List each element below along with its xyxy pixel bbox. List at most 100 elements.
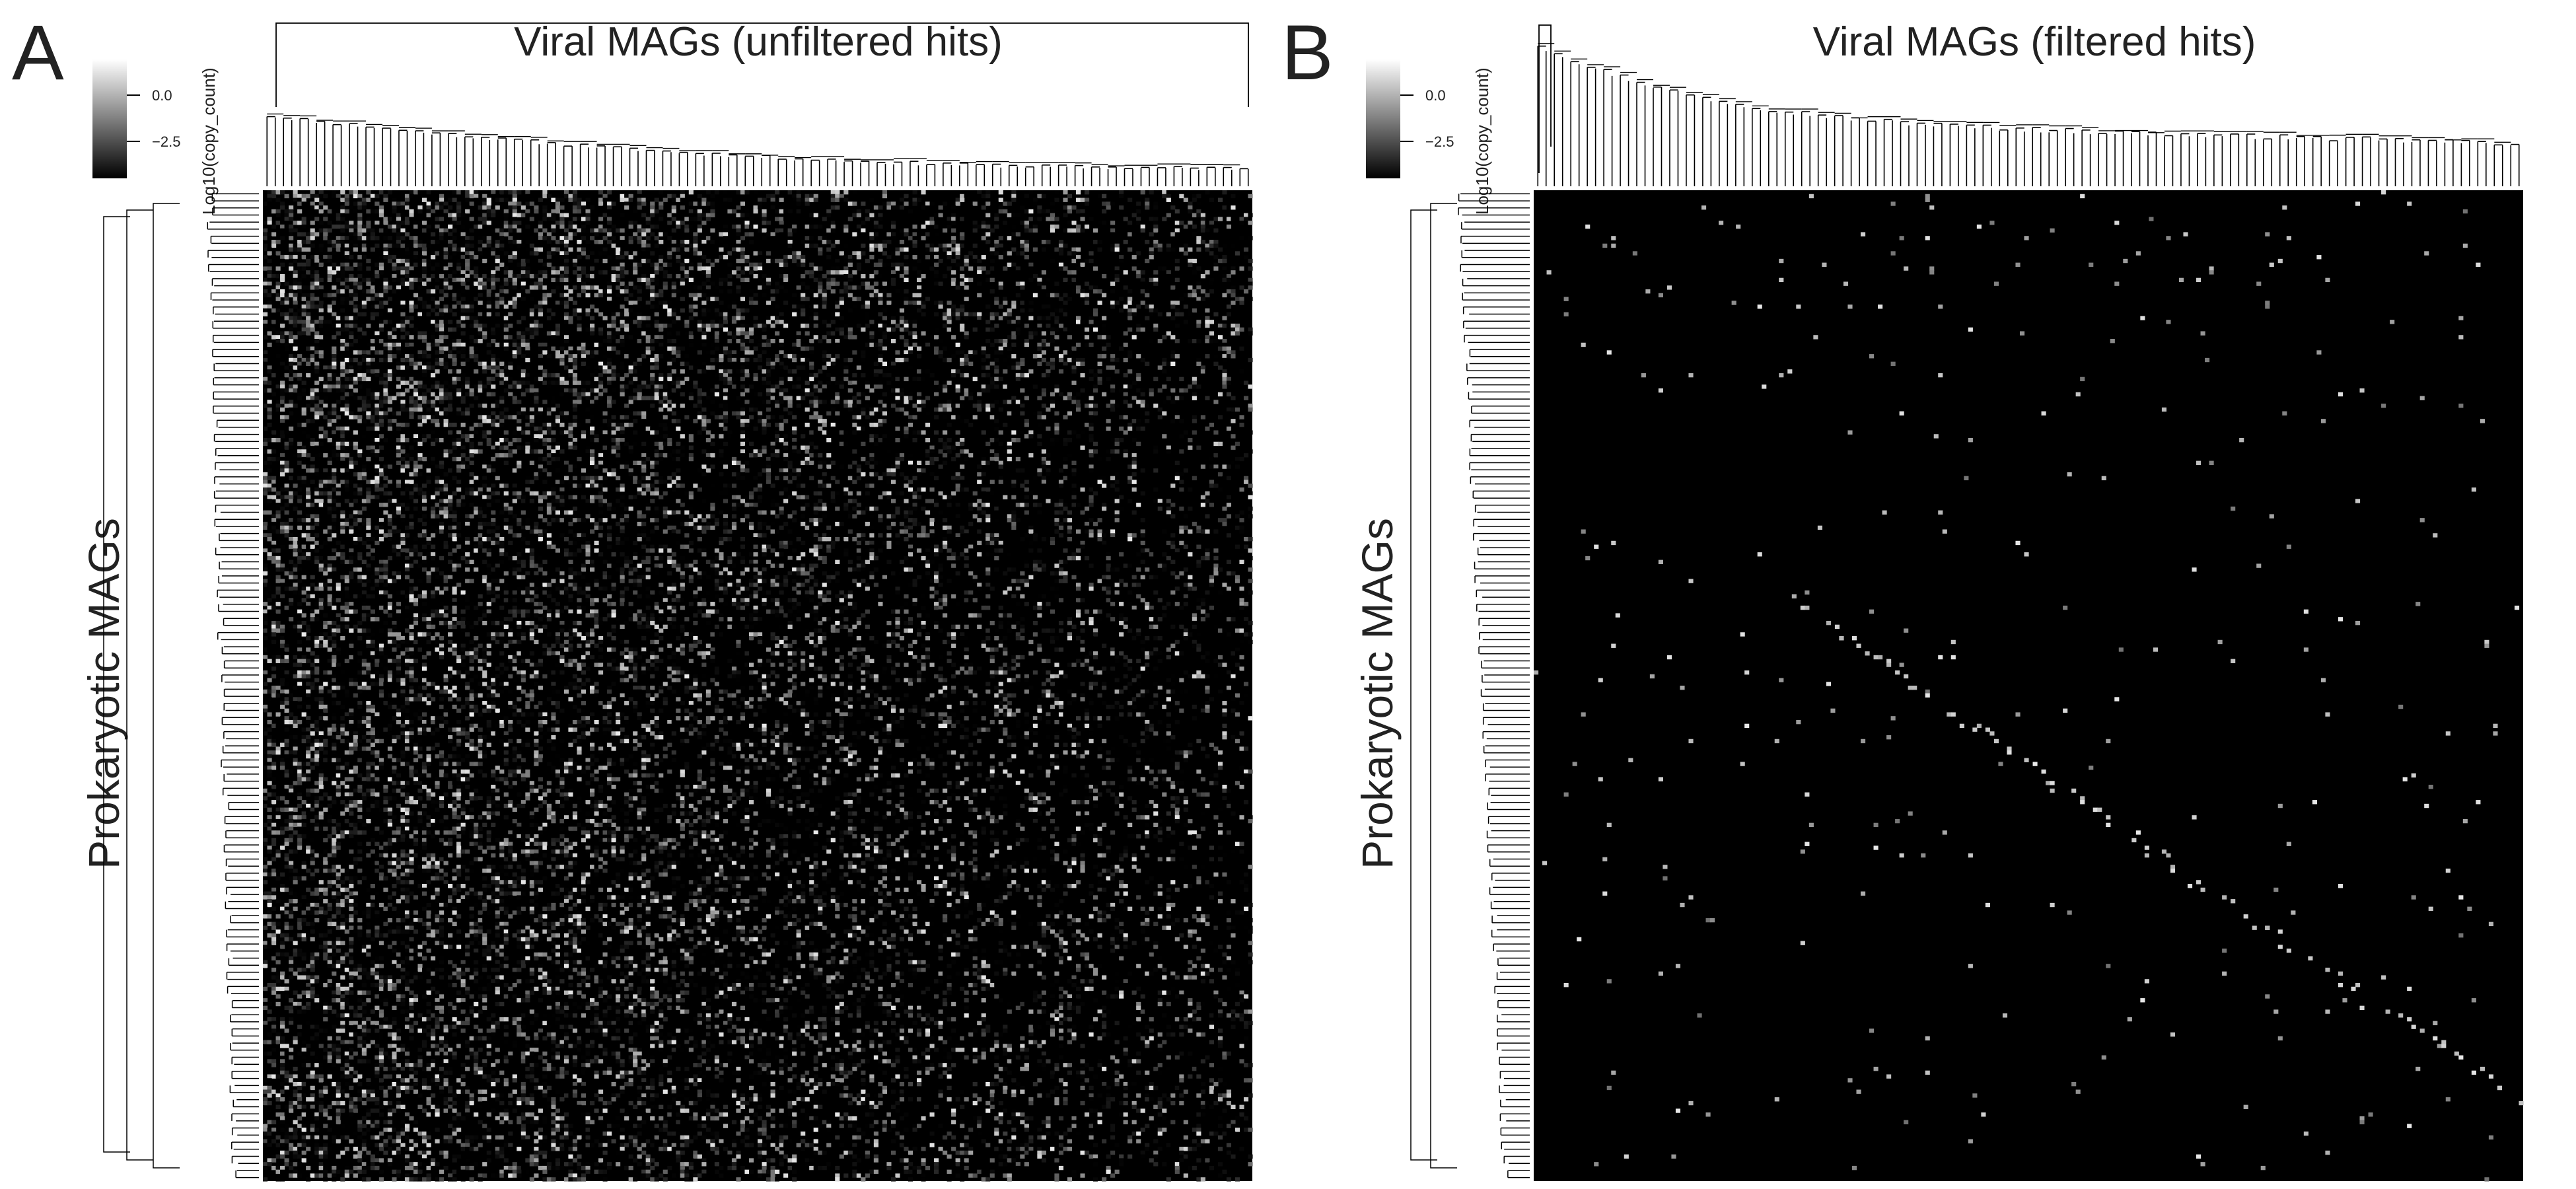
heatmap-cell — [1054, 320, 1059, 324]
heatmap-cell — [650, 297, 655, 301]
heatmap-cell — [301, 224, 306, 229]
heatmap-cell — [538, 247, 543, 252]
heatmap-cell — [943, 323, 948, 328]
heatmap-cell — [568, 316, 573, 320]
heatmap-cell — [607, 331, 612, 336]
heatmap-cell — [318, 320, 324, 324]
heatmap-cell — [873, 281, 878, 286]
heatmap-cell — [349, 316, 354, 320]
heatmap-cell — [985, 270, 991, 275]
heatmap-cell — [439, 198, 445, 202]
heatmap-cell — [318, 190, 324, 195]
heatmap-cell — [805, 323, 810, 328]
heatmap-cell — [284, 335, 289, 340]
heatmap-cell — [684, 320, 690, 324]
heatmap-cell — [491, 228, 496, 233]
heatmap-cell — [581, 201, 587, 206]
heatmap-cell — [641, 339, 647, 343]
heatmap-cell — [633, 335, 638, 340]
heatmap-cell — [775, 320, 780, 324]
heatmap-cell — [383, 281, 388, 286]
heatmap-cell — [435, 305, 440, 309]
heatmap-cell — [671, 205, 676, 210]
heatmap-cell — [822, 289, 827, 294]
heatmap-cell — [469, 293, 474, 298]
heatmap-cell — [370, 255, 375, 260]
heatmap-cell — [1196, 221, 1201, 225]
heatmap-cell — [620, 266, 625, 271]
heatmap-cell — [852, 209, 857, 214]
heatmap-cell — [520, 316, 526, 320]
heatmap-cell — [534, 361, 539, 366]
heatmap-cell — [1209, 346, 1214, 351]
heatmap-cell — [748, 297, 754, 301]
heatmap-cell — [890, 365, 896, 370]
heatmap-cell — [452, 354, 457, 359]
heatmap-cell — [998, 339, 1003, 343]
heatmap-cell — [676, 258, 681, 264]
heatmap-cell — [912, 224, 917, 229]
heatmap-cell — [452, 243, 457, 248]
heatmap-cell — [1102, 281, 1107, 286]
heatmap-cell — [474, 369, 479, 374]
heatmap-cell — [1174, 323, 1180, 328]
heatmap-cell — [598, 201, 604, 206]
heatmap-cell — [318, 194, 324, 199]
heatmap-cell — [611, 301, 616, 305]
heatmap-cell — [280, 277, 285, 283]
heatmap-cell — [981, 255, 986, 260]
heatmap-cell — [353, 308, 358, 313]
heatmap-cell — [1024, 209, 1029, 214]
heatmap-cell — [456, 297, 462, 301]
heatmap-cell — [275, 251, 281, 256]
heatmap-cell — [572, 365, 578, 370]
heatmap-cell — [448, 240, 453, 244]
heatmap-cell — [620, 236, 625, 240]
heatmap-cell — [512, 350, 517, 355]
heatmap-cell — [482, 221, 487, 225]
heatmap-cell — [336, 377, 341, 382]
heatmap-cell — [1231, 331, 1236, 336]
heatmap-cell — [284, 213, 289, 217]
heatmap-cell — [989, 289, 995, 294]
heatmap-cell — [1162, 305, 1167, 309]
heatmap-cell — [899, 240, 905, 244]
heatmap-cell — [404, 251, 410, 256]
heatmap-cell — [680, 190, 685, 195]
heatmap-cell — [563, 262, 569, 267]
heatmap-cell — [280, 350, 285, 355]
heatmap-cell — [960, 281, 965, 286]
heatmap-cell — [736, 266, 741, 271]
heatmap-cell — [598, 346, 604, 351]
heatmap-cell — [624, 354, 629, 359]
heatmap-cell — [736, 236, 741, 240]
heatmap-cell — [336, 273, 341, 279]
heatmap-cell — [1084, 281, 1090, 286]
heatmap-cell — [1213, 217, 1219, 221]
heatmap-cell — [340, 342, 345, 347]
heatmap-cell — [284, 301, 289, 305]
heatmap-cell — [904, 361, 909, 366]
heatmap-cell — [641, 251, 647, 256]
heatmap-cell — [546, 194, 552, 199]
heatmap-cell — [1071, 270, 1077, 275]
heatmap-cell — [357, 221, 363, 225]
heatmap-cell — [1106, 342, 1111, 347]
heatmap-cell — [503, 316, 509, 320]
heatmap-cell — [697, 262, 702, 267]
heatmap-cell — [486, 312, 491, 316]
heatmap-cell — [327, 373, 332, 378]
heatmap-cell — [318, 350, 324, 355]
heatmap-cell — [1024, 301, 1029, 305]
heatmap-cell — [503, 281, 509, 286]
heatmap-cell — [340, 301, 345, 305]
heatmap-cell — [456, 266, 462, 271]
heatmap-cell — [822, 217, 827, 221]
heatmap-cell — [813, 316, 818, 320]
heatmap-cell — [572, 209, 578, 214]
heatmap-cell — [267, 258, 272, 264]
heatmap-cell — [409, 236, 414, 240]
heatmap-cell — [1003, 339, 1008, 343]
heatmap-cell — [344, 251, 349, 256]
heatmap-cell — [396, 243, 402, 248]
